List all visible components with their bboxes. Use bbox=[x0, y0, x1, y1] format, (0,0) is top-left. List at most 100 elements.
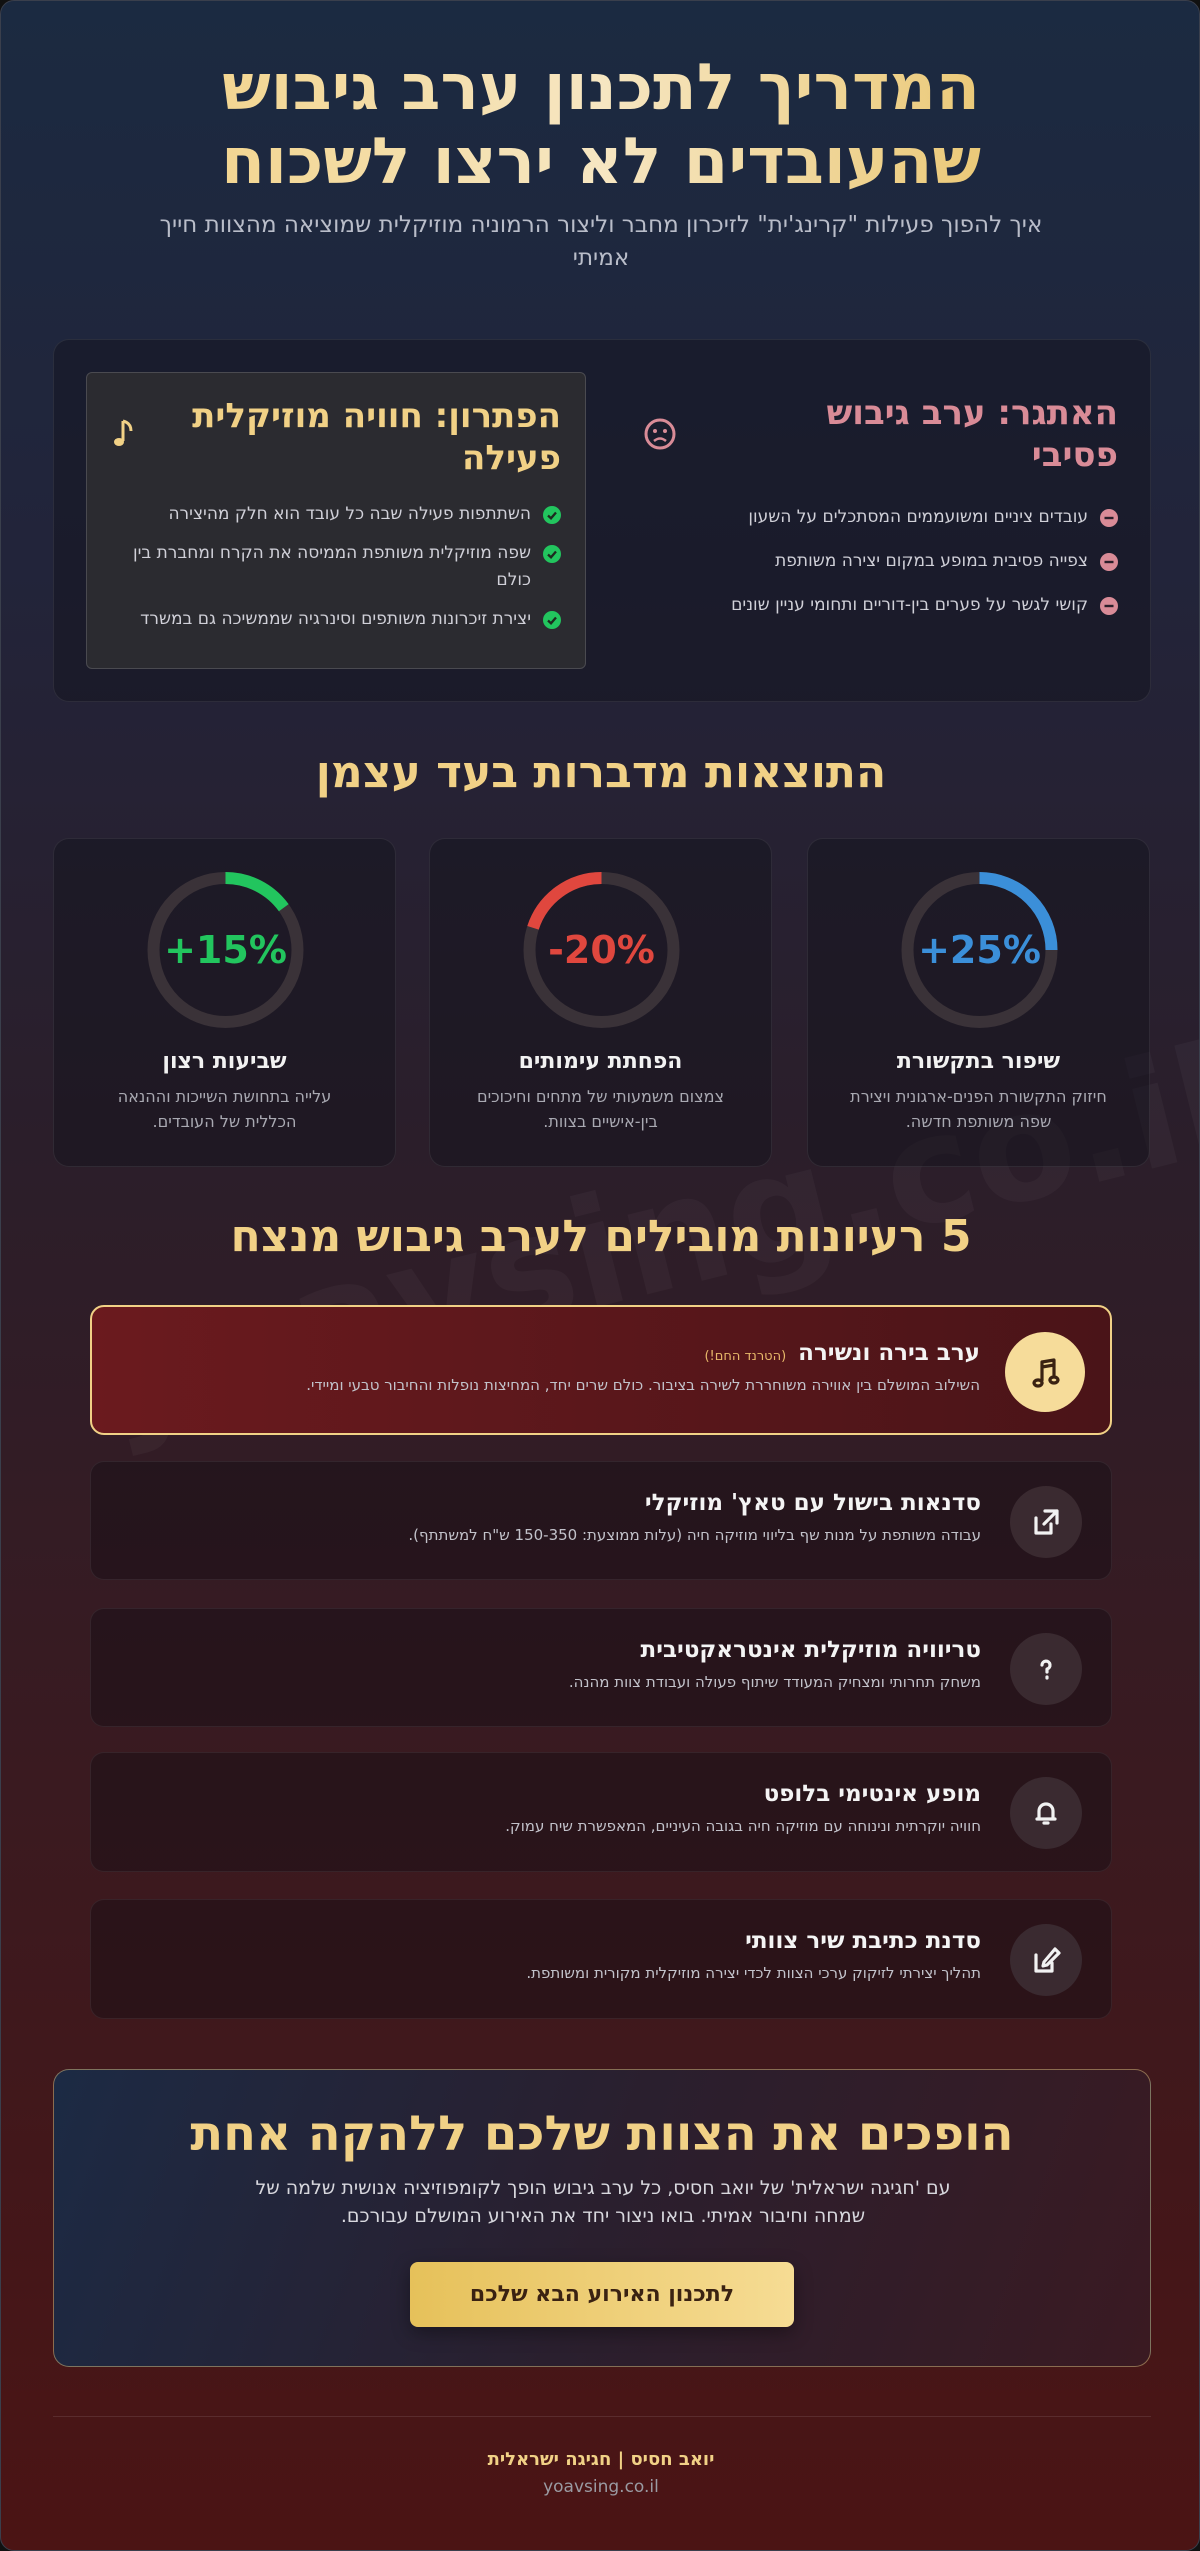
idea-text: השילוב המושלם בין אווירה משוחררת לשירה ב… bbox=[306, 1376, 980, 1394]
stat-value: +15% bbox=[164, 928, 287, 972]
icon-glyph bbox=[1032, 1358, 1060, 1388]
footer-divider bbox=[53, 2416, 1151, 2417]
minus-icon bbox=[1100, 553, 1118, 571]
idea-title-text: טריוויה מוזיקלית אינטראקטיבית bbox=[640, 1636, 981, 1663]
stat-ring: -20% bbox=[523, 872, 680, 1028]
stat-text: חיזוק התקשורת הפנים-ארגונית ויצירת שפה מ… bbox=[850, 1087, 1107, 1131]
stat-value: +25% bbox=[918, 928, 1041, 972]
icon-glyph bbox=[1034, 1947, 1061, 1973]
footer-url: yoavsing.co.il bbox=[543, 2477, 659, 2497]
stat-ring: +25% bbox=[901, 872, 1058, 1028]
idea-text: משחק תחרותי ומצחיק המעודד שיתוף פעולה וע… bbox=[568, 1672, 981, 1691]
idea-title: סדנאות בישול עם טאץ' מוזיקלי bbox=[645, 1490, 981, 1516]
check-icon bbox=[543, 545, 561, 563]
list-item-text: קושי לגשר על פערים בין-דוריים ותחומי עני… bbox=[731, 595, 1088, 615]
idea-card: ערב בירה ונשירה (הטרנד החם!) השילוב המושלם… bbox=[90, 1305, 1112, 1435]
icon-circle bbox=[543, 545, 561, 563]
icon-glyph bbox=[1040, 1659, 1052, 1680]
stat-title: שביעות רצון bbox=[162, 1049, 287, 1074]
idea-title: מופע אינטימי בלופט bbox=[764, 1781, 981, 1807]
subtitle: איך להפוך פעילות "קרינג'ית" לזיכרון מחבר… bbox=[159, 212, 1043, 271]
stat-title: שיפור בתקשורת bbox=[896, 1049, 1061, 1074]
problem-solution-card: האתגר: ערב גיבוש פסיבי עובדים ציניים ומש… bbox=[53, 339, 1151, 702]
solution-block: הפתרון: חוויה מוזיקלית פעילה השתתפות פעי… bbox=[86, 372, 586, 669]
ring-arc bbox=[523, 872, 680, 1028]
cta-box: הופכים את הצוות שלכם ללהקה אחת עם 'חגיגה… bbox=[53, 2069, 1151, 2367]
solution-list: השתתפות פעילה שבה כל עובד הוא חלק מהיציר… bbox=[87, 501, 585, 633]
minus-icon bbox=[1100, 597, 1118, 615]
stat-ring: +15% bbox=[147, 872, 304, 1028]
idea-title-text: מופע אינטימי בלופט bbox=[763, 1781, 981, 1807]
check-icon bbox=[543, 506, 561, 524]
list-item-text: השתתפות פעילה שבה כל עובד הוא חלק מהיציר… bbox=[168, 504, 531, 524]
idea-title: טריוויה מוזיקלית אינטראקטיבית bbox=[641, 1637, 981, 1663]
check-icon bbox=[543, 611, 561, 629]
idea-title-text: סדנאות בישול עם טאץ' מוזיקלי bbox=[644, 1489, 981, 1516]
list-item-text: צפייה פסיבית במופע במקום יצירה משותפת bbox=[775, 551, 1088, 571]
icon-bar bbox=[1104, 560, 1114, 564]
icon-bg bbox=[1005, 1332, 1085, 1412]
icon-glyph bbox=[1035, 1802, 1057, 1825]
list-item: שפה מוזיקלית משותפת הממיסה את הקרח ומחבר… bbox=[111, 540, 561, 594]
icon-bg bbox=[1010, 1777, 1082, 1849]
list-item: השתתפות פעילה שבה כל עובד הוא חלק מהיציר… bbox=[111, 501, 561, 528]
idea-icon bbox=[1010, 1777, 1082, 1849]
idea-icon bbox=[1010, 1632, 1082, 1705]
stat-value: -20% bbox=[548, 928, 655, 972]
icon-circle bbox=[543, 611, 561, 629]
stat-card: +25% שיפור בתקשורת חיזוק התקשורת הפנים-ארג… bbox=[807, 838, 1150, 1167]
list-item-text: יצירת זיכרונות משותפים וסינרגיה שממשיכה … bbox=[140, 609, 531, 629]
stat-text: עלייה בתחושת השייכות וההנאה הכללית של הע… bbox=[117, 1087, 332, 1131]
ideas-title: 5 רעיונות מובילים לערב גיבוש מנצח bbox=[230, 1211, 972, 1262]
cta-button[interactable]: לתכנון האירוע הבא שלכם bbox=[410, 2262, 794, 2327]
stat-card: -20% הפחתת עימותים צמצום משמעותי של מתחים … bbox=[429, 838, 772, 1167]
idea-text: עבודה משותפת על מנות שף בליווי מוזיקה חי… bbox=[408, 1525, 981, 1544]
idea-card: סדנאות בישול עם טאץ' מוזיקלי עבודה משותפת… bbox=[90, 1461, 1112, 1580]
footer-name: יואב חסיס | חגיגה ישראלית bbox=[487, 2449, 715, 2470]
list-item-text: עובדים ציניים ומשועממים המסתכלים על השעו… bbox=[748, 507, 1088, 527]
stat-text: צמצום משמעותי של מתחים וחיכוכים בין-אישי… bbox=[476, 1087, 725, 1131]
ring-arc bbox=[901, 872, 1058, 1028]
stat-title: הפחתת עימותים bbox=[518, 1049, 683, 1074]
list-item: צפייה פסיבית במופע במקום יצירה משותפת bbox=[628, 548, 1118, 575]
cta-text: עם 'חגיגה ישראלית' של יואב חסיס, כל ערב … bbox=[255, 2177, 951, 2227]
main-title: המדריך לתכנון ערב גיבוש שהעובדים לא ירצו… bbox=[151, 51, 1051, 199]
idea-card: מופע אינטימי בלופט חוויה יוקרתית ונינוחה … bbox=[90, 1752, 1112, 1872]
icon-bar bbox=[1104, 604, 1114, 608]
challenge-block: האתגר: ערב גיבוש פסיבי עובדים ציניים ומש… bbox=[628, 392, 1118, 619]
challenge-title: האתגר: ערב גיבוש פסיבי bbox=[826, 393, 1118, 475]
stat-card: +15% שביעות רצון עלייה בתחושת השייכות וההנ… bbox=[53, 838, 396, 1167]
list-item: יצירת זיכרונות משותפים וסינרגיה שממשיכה … bbox=[111, 606, 561, 633]
idea-card: סדנת כתיבת שיר צוותי תהליך יצירתי לזיקוק … bbox=[90, 1899, 1112, 2019]
idea-icon bbox=[1005, 1332, 1085, 1412]
icon-check bbox=[547, 511, 557, 520]
idea-title-text: סדנת כתיבת שיר צוותי bbox=[745, 1928, 981, 1954]
icon-check bbox=[547, 550, 557, 559]
icon-glyph bbox=[1034, 1508, 1059, 1535]
minus-icon bbox=[1100, 509, 1118, 527]
idea-card: טריוויה מוזיקלית אינטראקטיבית משחק תחרותי… bbox=[90, 1608, 1112, 1727]
idea-text: תהליך יצירתי לזיקוק ערכי הצוות לכדי יציר… bbox=[526, 1964, 981, 1982]
idea-badge: (הטרנד החם!) bbox=[704, 1349, 787, 1364]
icon-circle bbox=[543, 506, 561, 524]
challenge-list: עובדים ציניים ומשועממים המסתכלים על השעו… bbox=[628, 504, 1118, 619]
idea-icon bbox=[1010, 1485, 1082, 1558]
ring-arc bbox=[147, 872, 304, 1028]
idea-title: ערב בירה ונשירה (הטרנד החם!) bbox=[704, 1340, 980, 1366]
list-item-text: שפה מוזיקלית משותפת הממיסה את הקרח ומחבר… bbox=[132, 543, 531, 590]
frown-icon bbox=[644, 418, 676, 450]
list-item: עובדים ציניים ומשועממים המסתכלים על השעו… bbox=[628, 504, 1118, 531]
idea-title-text: ערב בירה ונשירה bbox=[798, 1340, 980, 1366]
icon-check bbox=[547, 616, 557, 625]
list-item: קושי לגשר על פערים בין-דוריים ותחומי עני… bbox=[628, 592, 1118, 619]
note-icon bbox=[114, 419, 133, 446]
idea-title: סדנת כתיבת שיר צוותי bbox=[745, 1928, 981, 1954]
cta-title: הופכים את הצוות שלכם ללהקה אחת bbox=[190, 2106, 1014, 2162]
solution-title: הפתרון: חוויה מוזיקלית פעילה bbox=[192, 396, 561, 478]
idea-icon bbox=[1010, 1924, 1082, 1996]
results-title: התוצאות מדברות בעד עצמן bbox=[315, 747, 887, 798]
icon-bar bbox=[1104, 516, 1114, 520]
